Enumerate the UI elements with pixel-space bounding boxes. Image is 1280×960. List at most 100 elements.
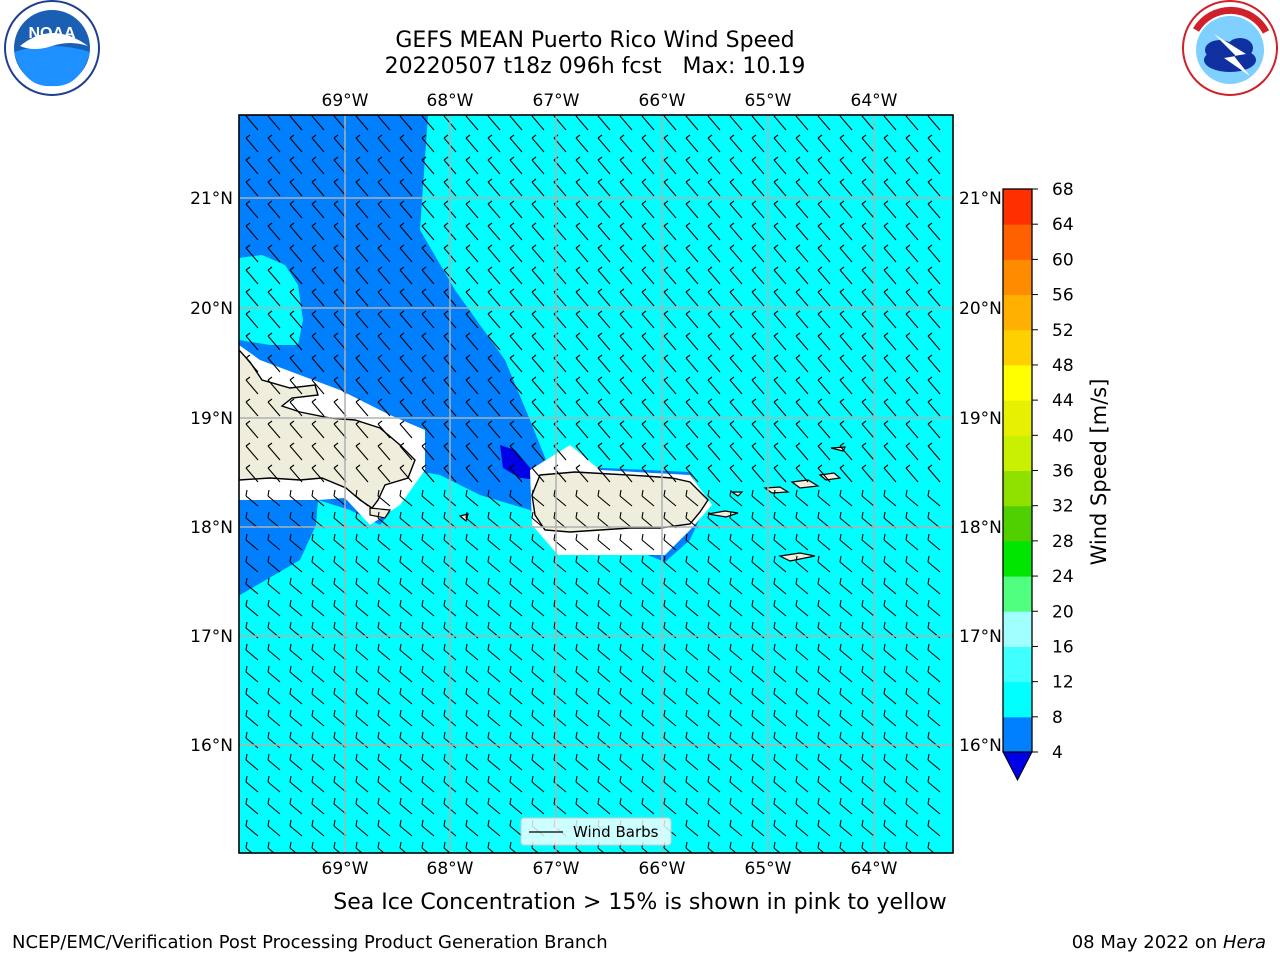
- wind-barb: [465, 489, 479, 507]
- wind-barb: [795, 310, 809, 329]
- wind-barb: [575, 200, 589, 219]
- colorbar-segment: [1003, 576, 1032, 612]
- wind-barb: [377, 222, 391, 241]
- wind-barb: [795, 332, 809, 351]
- colorbar-tick-label: 68: [1052, 180, 1074, 200]
- wind-barb: [707, 841, 715, 853]
- wind-barb: [333, 420, 347, 439]
- wind-barb: [795, 222, 809, 241]
- wind-barb: [487, 731, 501, 749]
- wind-barb: [663, 332, 677, 351]
- wind-barb: [333, 841, 341, 853]
- wind-barb: [333, 178, 347, 197]
- wind-barb: [641, 753, 655, 771]
- wind-barb: [355, 398, 369, 417]
- wind-barb: [509, 643, 523, 661]
- colorbar-tick-label: 44: [1052, 391, 1074, 411]
- wind-barb: [399, 244, 413, 263]
- wind-barb: [245, 709, 259, 727]
- wind-barb: [663, 489, 677, 507]
- wind-barb: [663, 775, 677, 793]
- wind-barb: [355, 643, 369, 661]
- wind-barb: [421, 156, 435, 175]
- wind-barb: [663, 200, 677, 219]
- wind-barb: [663, 687, 677, 705]
- wind-barb: [487, 266, 501, 285]
- wind-barb: [465, 134, 479, 153]
- wind-barb: [663, 577, 677, 595]
- wind-barb: [751, 310, 765, 329]
- wind-barb: [773, 555, 787, 573]
- wind-barb: [817, 731, 831, 749]
- wind-barb: [245, 643, 259, 661]
- wind-barb: [531, 464, 545, 483]
- wind-barb: [531, 775, 545, 793]
- wind-barb: [421, 533, 435, 551]
- wind-barb: [355, 200, 369, 219]
- wind-barb: [905, 489, 919, 507]
- wind-barb: [861, 178, 875, 197]
- colorbar-tick-label: 8: [1052, 708, 1063, 728]
- wind-barb: [355, 775, 369, 793]
- wind-barb: [729, 841, 737, 853]
- wind-barb: [641, 599, 655, 617]
- wind-barb: [597, 709, 611, 727]
- wind-barb: [905, 643, 919, 661]
- wind-barb: [773, 533, 787, 551]
- wind-barb: [685, 819, 699, 837]
- wind-barb: [839, 753, 853, 771]
- lat-label-left: 19°N: [190, 409, 233, 429]
- wind-barb: [839, 555, 853, 573]
- wind-barb: [245, 442, 259, 461]
- wind-barb: [927, 599, 941, 617]
- wind-barb: [619, 643, 633, 661]
- wind-barb: [927, 687, 941, 705]
- wind-barb: [509, 354, 523, 373]
- wind-barb: [355, 288, 369, 307]
- wind-barb: [685, 643, 699, 661]
- wind-barb: [531, 398, 545, 417]
- chart-title: GEFS MEAN Puerto Rico Wind Speed: [395, 28, 795, 53]
- wind-barb: [729, 464, 743, 483]
- wind-barb: [421, 310, 435, 329]
- wind-barb: [487, 222, 501, 241]
- wind-barb: [531, 376, 545, 395]
- colorbar-tick-label: 12: [1052, 673, 1074, 693]
- wind-barb: [685, 709, 699, 727]
- wind-barb: [927, 464, 941, 483]
- graticule: [239, 115, 953, 853]
- wind-barb: [377, 310, 391, 329]
- wind-barb: [509, 178, 523, 197]
- wind-barb: [861, 643, 875, 661]
- legend-label: Wind Barbs: [573, 823, 659, 841]
- wind-barb: [839, 156, 853, 175]
- wind-barb: [465, 354, 479, 373]
- wind-barb: [685, 222, 699, 241]
- wind-barb: [597, 244, 611, 263]
- wind-barb: [685, 376, 699, 395]
- footer-date: 08 May 2022 on Hera: [1072, 932, 1266, 953]
- wind-barb: [289, 442, 303, 461]
- wind-barb: [839, 310, 853, 329]
- wind-barb: [795, 376, 809, 395]
- wind-barb: [575, 731, 589, 749]
- wind-barb: [641, 731, 655, 749]
- wind-barb: [333, 533, 347, 551]
- colorbar-segment: [1003, 505, 1032, 542]
- wind-barb: [707, 244, 721, 263]
- wind-barb: [289, 599, 303, 617]
- wind-barb: [377, 577, 391, 595]
- wind-barb: [597, 266, 611, 285]
- wind-barb: [377, 354, 391, 373]
- wind-barb: [575, 533, 589, 551]
- wind-barb: [619, 134, 633, 153]
- wind-barb: [839, 354, 853, 373]
- wind-barb: [355, 687, 369, 705]
- wind-barb: [487, 156, 501, 175]
- wind-barb: [245, 665, 259, 683]
- wind-barb: [421, 288, 435, 307]
- wind-barb: [531, 709, 545, 727]
- wind-barb: [927, 797, 941, 815]
- wind-barb: [245, 398, 259, 417]
